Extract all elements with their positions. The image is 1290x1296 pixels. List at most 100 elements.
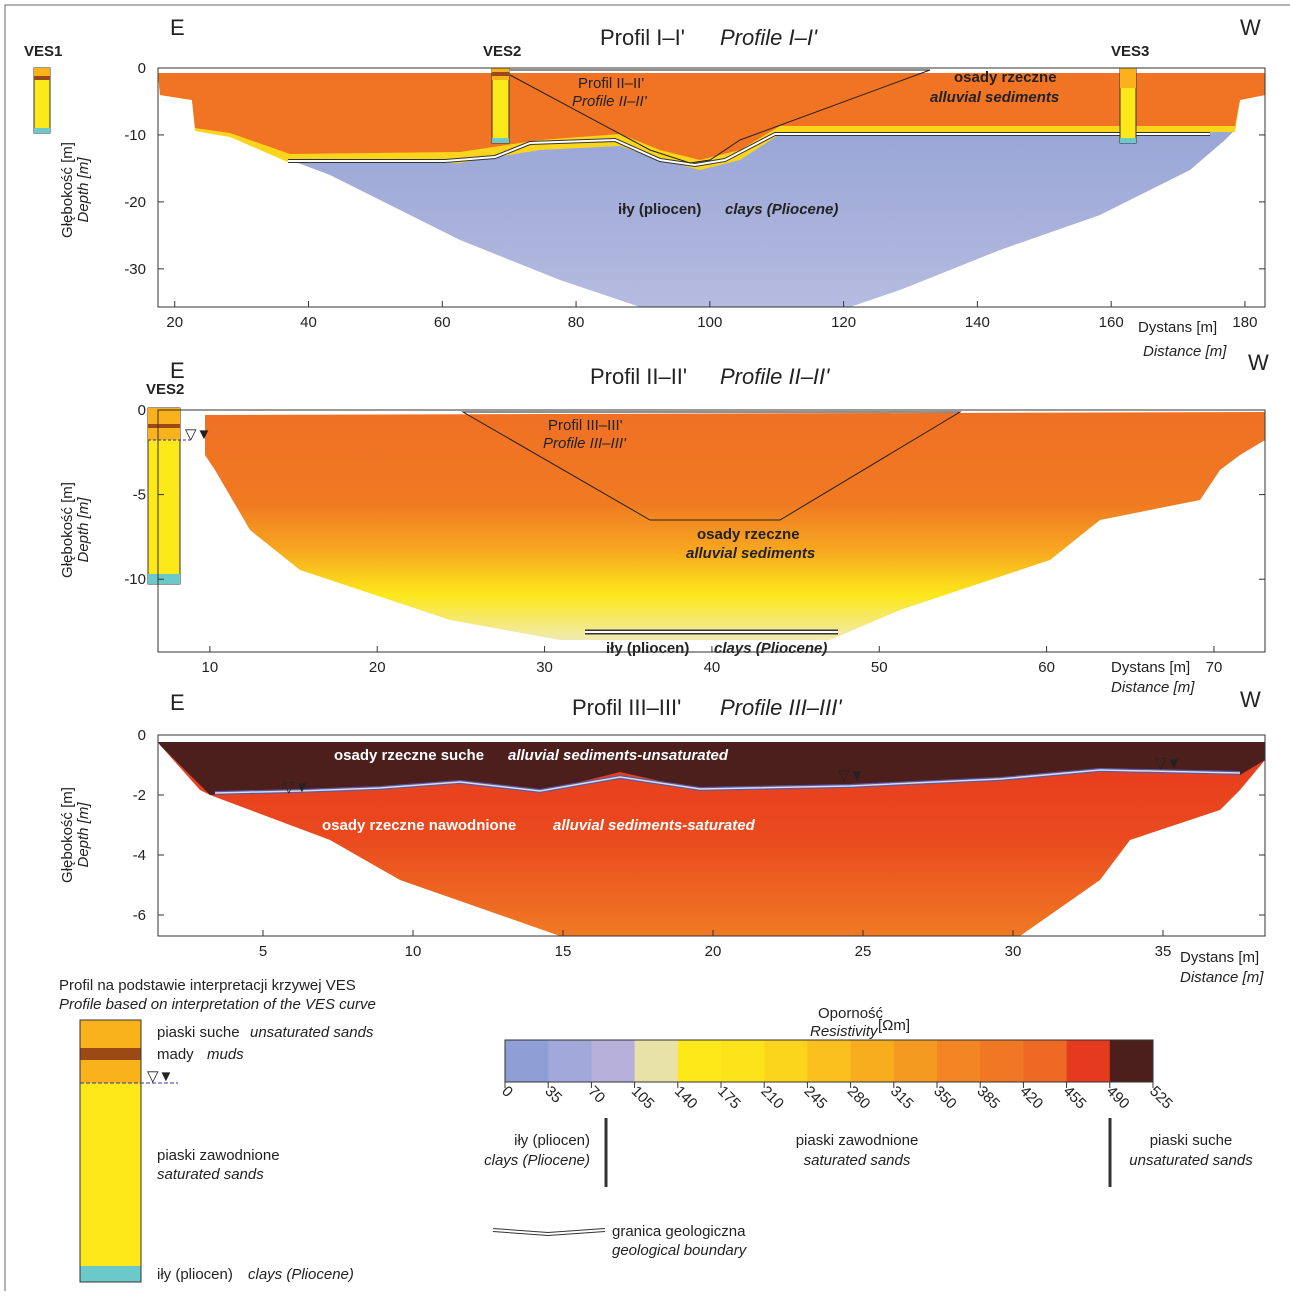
profile-title: Profil III–III' bbox=[572, 695, 681, 720]
side-label: W bbox=[1240, 15, 1261, 40]
x-axis-label: Dystans [m] bbox=[1180, 949, 1259, 966]
legend-title: Profile based on interpretation of the V… bbox=[59, 996, 376, 1013]
svg-text:▽▼: ▽▼ bbox=[185, 426, 211, 443]
y-axis-label: Głębokość [m] bbox=[59, 482, 76, 578]
colorbar-segment bbox=[548, 1040, 592, 1082]
legend-item: iły (pliocen) bbox=[157, 1266, 233, 1283]
colorbar-segment bbox=[591, 1040, 635, 1082]
x-tick-label: 5 bbox=[259, 943, 267, 960]
profile-title: Profil I–I' bbox=[600, 25, 685, 50]
x-tick-label: 160 bbox=[1099, 314, 1124, 331]
note: alluvial sediments bbox=[686, 545, 815, 562]
colorbar-tick-label: 105 bbox=[628, 1083, 658, 1113]
legend-item: piaski zawodnione bbox=[157, 1147, 280, 1164]
legend-item: muds bbox=[207, 1046, 244, 1063]
note: Profile II–II' bbox=[572, 93, 648, 110]
x-tick-label: 15 bbox=[555, 943, 572, 960]
colorbar-segment bbox=[851, 1040, 895, 1082]
y-axis-label: Głębokość [m] bbox=[59, 787, 76, 883]
colorbar-segment bbox=[764, 1040, 808, 1082]
colorbar-tick-label: 280 bbox=[844, 1083, 874, 1113]
colorbar-tick-label: 210 bbox=[757, 1083, 787, 1113]
colorbar-tick-label: 385 bbox=[973, 1083, 1003, 1113]
x-tick-label: 70 bbox=[1206, 659, 1223, 676]
note: iły (pliocen) bbox=[606, 640, 689, 657]
colorbar-title: Oporność bbox=[818, 1005, 884, 1022]
colorbar-unit: [Ωm] bbox=[878, 1017, 910, 1034]
colorbar-tick-label: 490 bbox=[1103, 1083, 1133, 1113]
y-tick-label: -4 bbox=[133, 847, 146, 864]
colorbar-tick-label: 455 bbox=[1060, 1083, 1090, 1113]
y-axis-label: Depth [m] bbox=[75, 497, 92, 563]
class-label: saturated sands bbox=[804, 1152, 911, 1169]
side-label: W bbox=[1240, 687, 1261, 712]
colorbar-tick-label: 315 bbox=[887, 1083, 917, 1113]
x-tick-label: 30 bbox=[1005, 943, 1022, 960]
boundary-label: granica geologiczna bbox=[612, 1223, 746, 1240]
side-label: W bbox=[1248, 350, 1269, 375]
x-tick-label: 180 bbox=[1232, 314, 1257, 331]
colorbar-tick-label: 420 bbox=[1017, 1083, 1047, 1113]
x-axis-label: Distance [m] bbox=[1143, 343, 1227, 360]
colorbar-segment bbox=[678, 1040, 722, 1082]
figure: VES1 VES2 VES3 Profil II–II' Profile II–… bbox=[0, 0, 1290, 1291]
y-tick-label: 0 bbox=[138, 60, 146, 77]
x-tick-label: 100 bbox=[697, 314, 722, 331]
class-label: unsaturated sands bbox=[1129, 1152, 1253, 1169]
x-tick-label: 140 bbox=[965, 314, 990, 331]
boundary-label: geological boundary bbox=[612, 1242, 748, 1259]
y-tick-label: -2 bbox=[133, 787, 146, 804]
x-tick-label: 60 bbox=[434, 314, 451, 331]
note: Profil II–II' bbox=[578, 75, 644, 92]
note: Profile III–III' bbox=[543, 435, 627, 452]
note: Profil III–III' bbox=[548, 417, 623, 434]
colorbar-segment bbox=[1110, 1040, 1154, 1082]
note: alluvial sediments bbox=[930, 89, 1059, 106]
x-axis-label: Dystans [m] bbox=[1111, 659, 1190, 676]
class-label: piaski zawodnione bbox=[796, 1132, 919, 1149]
legend-item: piaski suche bbox=[157, 1024, 240, 1041]
x-tick-label: 30 bbox=[536, 659, 553, 676]
side-label: E bbox=[170, 358, 185, 383]
colorbar-tick-label: 0 bbox=[498, 1083, 516, 1101]
colorbar-tick-label: 175 bbox=[714, 1083, 744, 1113]
y-axis-label: Głębokość [m] bbox=[59, 142, 76, 238]
y-axis-label: Depth [m] bbox=[75, 157, 92, 223]
x-tick-label: 10 bbox=[405, 943, 422, 960]
class-label: iły (pliocen) bbox=[514, 1132, 590, 1149]
profile-title: Profile II–II' bbox=[720, 364, 830, 389]
water-table: ▽▼ bbox=[1155, 755, 1181, 772]
x-tick-label: 50 bbox=[871, 659, 888, 676]
class-label: piaski suche bbox=[1150, 1132, 1233, 1149]
x-tick-label: 80 bbox=[568, 314, 585, 331]
legend-title: Profil na podstawie interpretacji krzywe… bbox=[59, 977, 356, 994]
note: iły (pliocen) bbox=[618, 201, 701, 218]
colorbar-segment bbox=[505, 1040, 549, 1082]
profile-title: Profile III–III' bbox=[720, 695, 842, 720]
water-table: ▽▼ bbox=[283, 779, 309, 796]
y-tick-label: -5 bbox=[133, 487, 146, 504]
colorbar-tick-label: 245 bbox=[801, 1083, 831, 1113]
colorbar-segment bbox=[721, 1040, 765, 1082]
y-tick-label: -10 bbox=[124, 127, 146, 144]
colorbar-title: Resistivity bbox=[810, 1023, 879, 1040]
water-table: ▽▼ bbox=[838, 767, 864, 784]
colorbar-tick-label: 140 bbox=[671, 1083, 701, 1113]
y-axis-label: Depth [m] bbox=[75, 802, 92, 868]
x-tick-label: 25 bbox=[855, 943, 872, 960]
x-tick-label: 20 bbox=[705, 943, 722, 960]
side-label: E bbox=[170, 15, 185, 40]
colorbar-segment bbox=[937, 1040, 981, 1082]
note: alluvial sediments-saturated bbox=[553, 817, 756, 834]
x-tick-label: 20 bbox=[166, 314, 183, 331]
note: alluvial sediments-unsaturated bbox=[508, 747, 729, 764]
colorbar-tick-label: 70 bbox=[585, 1083, 609, 1107]
legend-item: clays (Pliocene) bbox=[248, 1266, 354, 1283]
ves-column bbox=[1120, 68, 1136, 143]
colorbar-tick-label: 35 bbox=[541, 1083, 565, 1107]
y-tick-label: -20 bbox=[124, 194, 146, 211]
note: clays (Pliocene) bbox=[714, 640, 827, 657]
x-tick-label: 120 bbox=[831, 314, 856, 331]
note: clays (Pliocene) bbox=[725, 201, 838, 218]
